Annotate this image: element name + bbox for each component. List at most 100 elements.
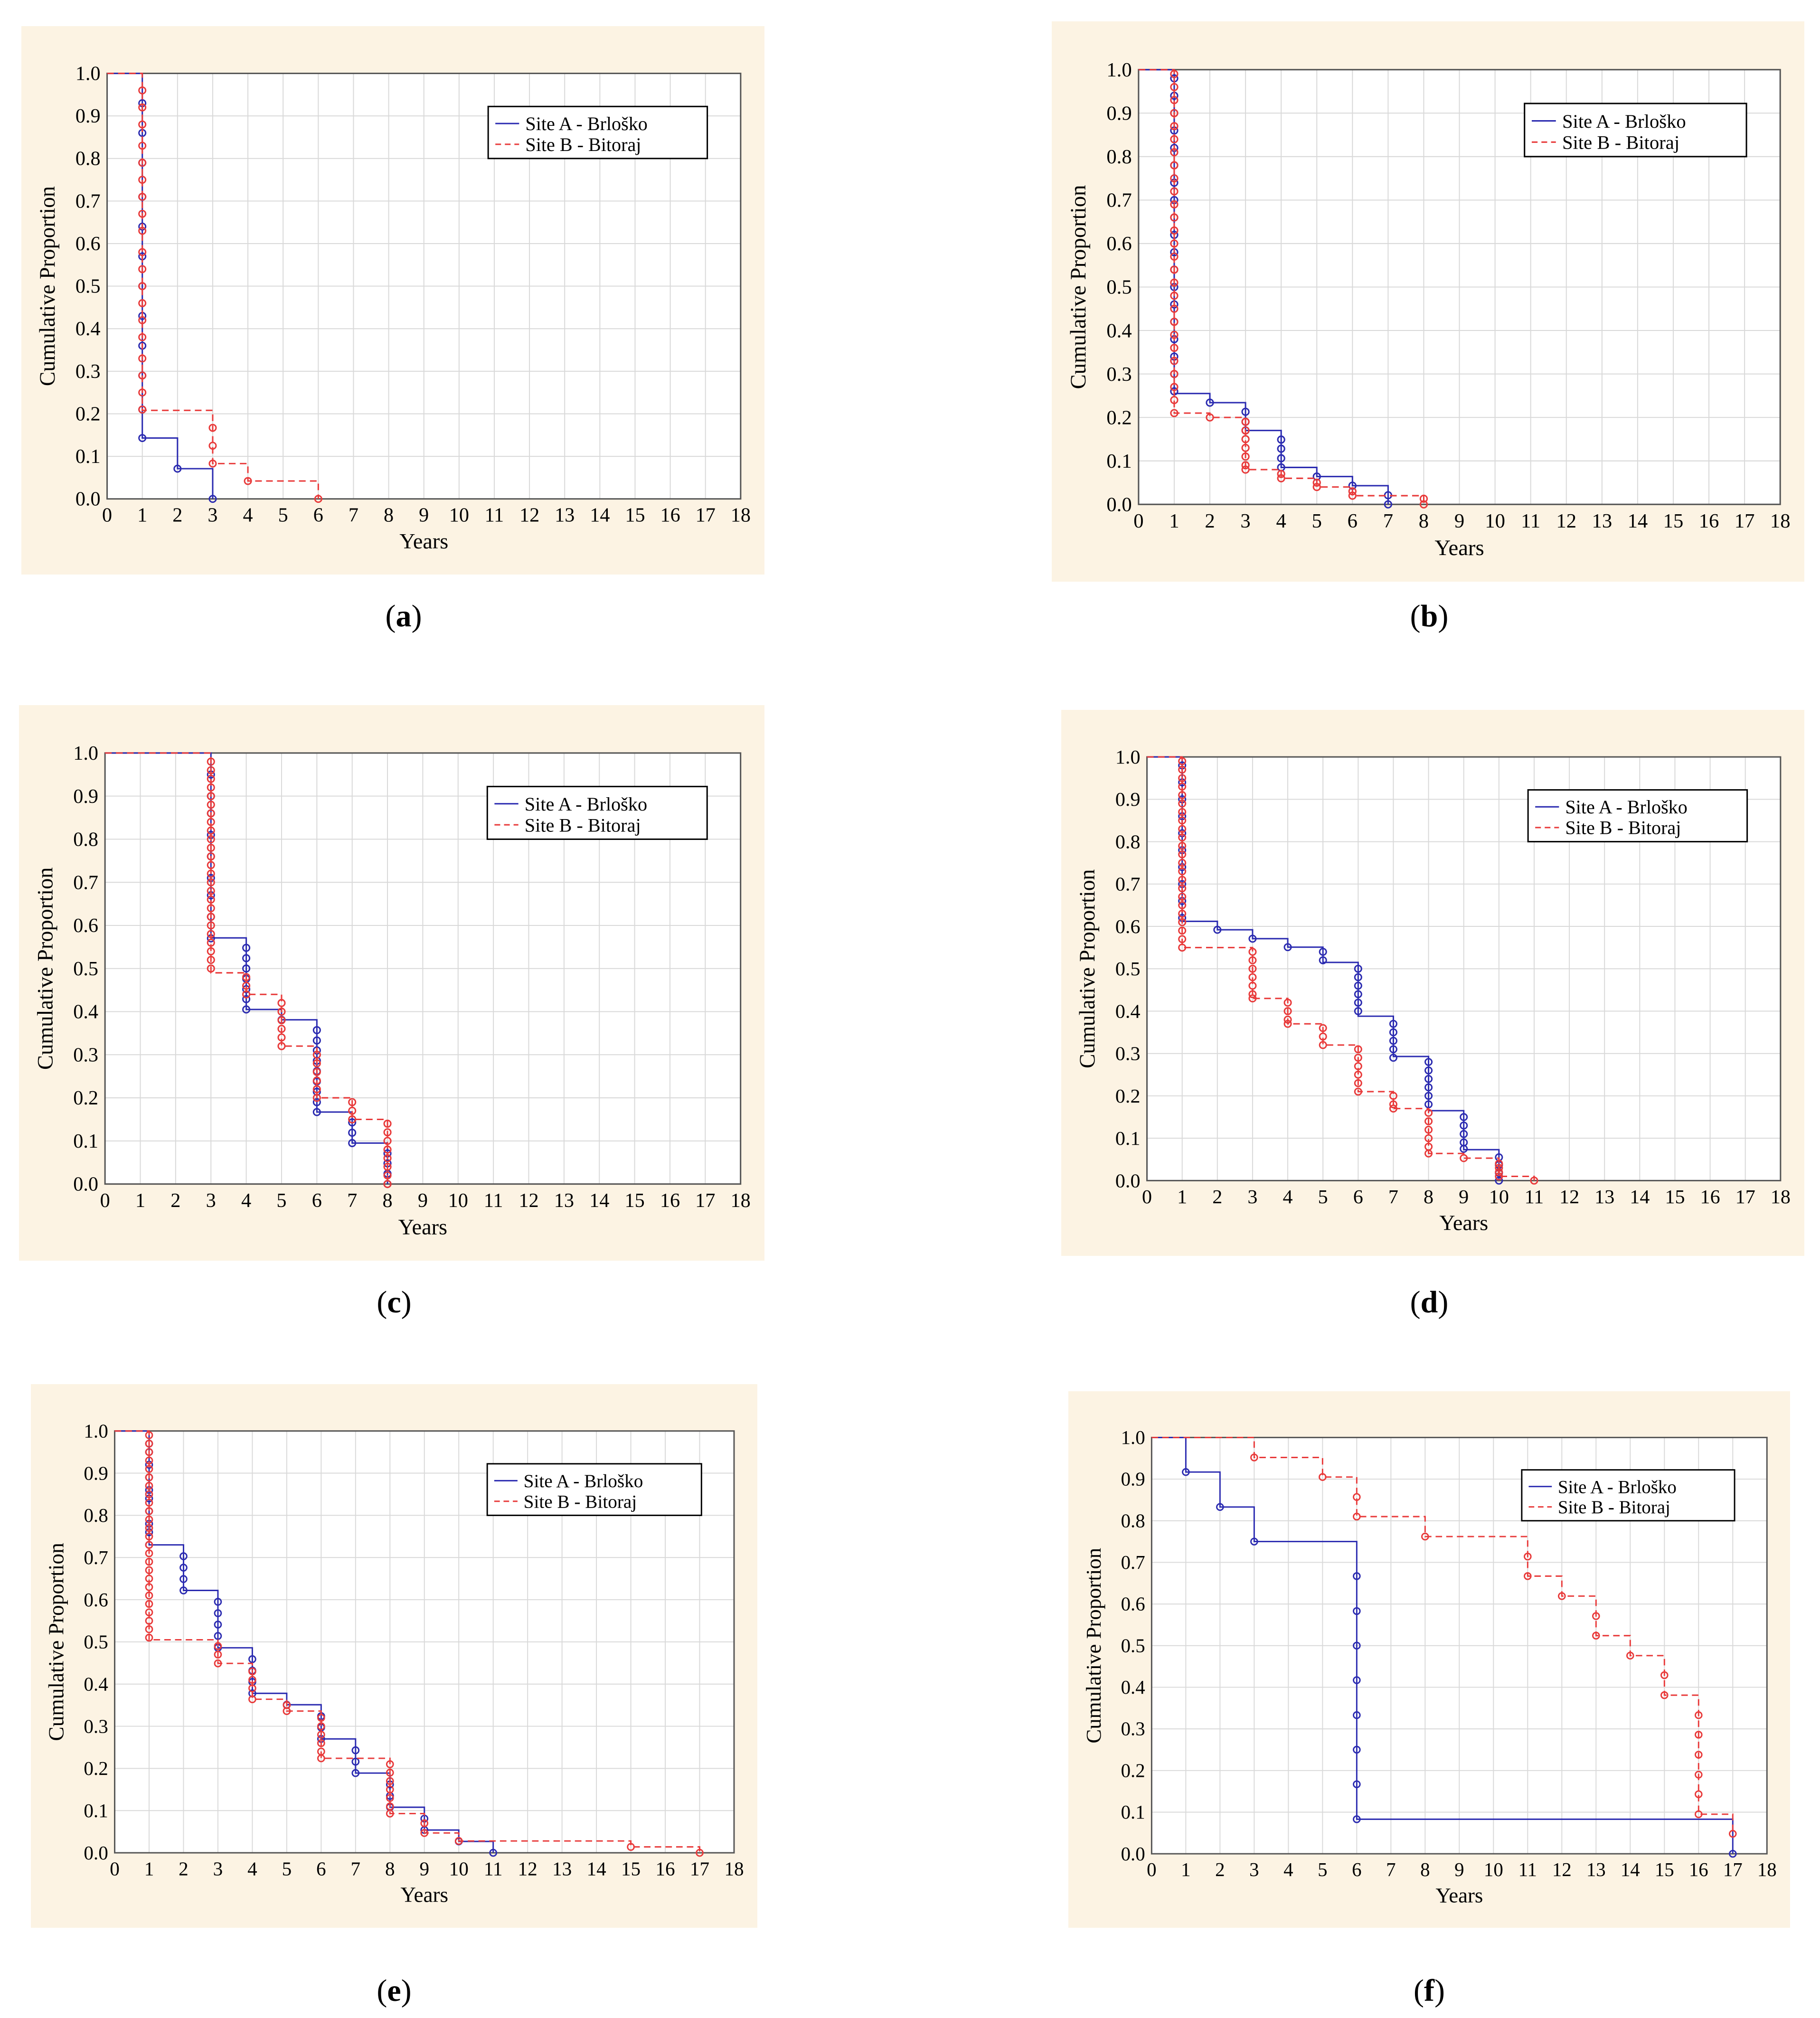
x-tick-label: 3 <box>1240 510 1250 532</box>
x-tick-label: 15 <box>1663 510 1684 532</box>
y-tick-label: 0.3 <box>1121 1718 1145 1740</box>
x-tick-label: 4 <box>243 505 253 527</box>
data-point-site-b <box>1170 396 1179 405</box>
x-tick-label: 16 <box>1689 1859 1708 1880</box>
y-tick-label: 0.5 <box>1106 276 1132 299</box>
data-point-site-a <box>1389 1028 1397 1037</box>
data-point-site-b <box>214 1659 222 1668</box>
data-point-site-b <box>138 159 147 167</box>
caption-letter: e <box>387 1973 401 2008</box>
data-point-site-b <box>277 1033 286 1042</box>
y-tick-label: 0.1 <box>1121 1801 1145 1823</box>
data-point-site-b <box>312 1059 321 1068</box>
data-point-site-b <box>1353 1512 1361 1521</box>
x-tick-label: 2 <box>170 1189 180 1212</box>
data-point-site-b <box>145 1524 153 1532</box>
data-point-site-b <box>386 1794 394 1802</box>
data-point-site-b <box>1424 1109 1433 1117</box>
y-tick-label: 0.2 <box>73 1087 98 1109</box>
data-point-site-b <box>1178 783 1187 791</box>
data-point-site-b <box>138 354 147 363</box>
data-point-site-b <box>138 265 147 273</box>
data-point-site-b <box>1419 494 1428 503</box>
plot-border <box>1146 756 1782 1181</box>
y-tick-label: 0.1 <box>84 1800 108 1821</box>
x-tick-label: 12 <box>519 505 539 527</box>
x-axis-label: Years <box>400 1883 448 1907</box>
x-axis-label: Years <box>399 529 448 553</box>
x-tick-label: 9 <box>418 1189 428 1212</box>
caption-paren: ) <box>401 1973 412 2008</box>
y-tick-label: 1.0 <box>1121 1427 1145 1448</box>
data-point-site-b <box>145 1591 153 1600</box>
data-point-site-b <box>207 869 215 878</box>
data-point-site-b <box>1460 1154 1468 1162</box>
data-point-site-b <box>1178 901 1187 909</box>
x-tick-label: 1 <box>1169 510 1179 532</box>
data-point-site-b <box>1241 417 1250 426</box>
y-tick-label: 0.4 <box>1115 1001 1141 1023</box>
legend-label: Site B - Bitoraj <box>525 134 641 155</box>
y-tick-label: 1.0 <box>1106 59 1132 81</box>
data-point-site-a <box>1216 1503 1224 1511</box>
y-tick-label: 0.4 <box>73 1001 98 1023</box>
data-point-site-b <box>138 141 147 150</box>
x-tick-label: 14 <box>1630 1186 1650 1208</box>
data-point-site-b <box>1178 850 1187 858</box>
data-point-site-b <box>1178 867 1187 876</box>
data-point-site-b <box>138 176 147 184</box>
data-point-site-a <box>1424 1092 1433 1100</box>
data-point-site-a <box>351 1746 360 1754</box>
y-tick-label: 0.6 <box>1106 233 1132 255</box>
data-point-site-b <box>1170 304 1179 313</box>
x-tick-label: 15 <box>624 1189 644 1212</box>
data-point-site-b <box>1170 318 1179 326</box>
data-point-site-b <box>145 1515 153 1524</box>
x-tick-label: 2 <box>1215 1859 1225 1880</box>
data-point-site-b <box>1248 981 1257 990</box>
data-point-site-b <box>1695 1731 1703 1739</box>
x-tick-label: 14 <box>590 505 610 527</box>
x-tick-label: 8 <box>1419 510 1429 532</box>
data-point-site-b <box>312 1085 321 1094</box>
x-tick-label: 6 <box>1352 1859 1361 1880</box>
data-point-site-b <box>1170 330 1179 339</box>
legend-label: Site B - Bitoraj <box>1562 132 1679 153</box>
data-point-site-b <box>383 1119 392 1128</box>
data-point-site-b <box>207 930 215 938</box>
series-line-site-b <box>1151 1436 1734 1834</box>
data-point-site-b <box>1178 909 1187 918</box>
data-point-site-b <box>1170 226 1179 235</box>
x-tick-label: 8 <box>1424 1186 1433 1208</box>
data-point-site-b <box>145 1583 153 1591</box>
y-tick-label: 0.6 <box>84 1589 108 1611</box>
x-tick-label: 8 <box>385 1858 395 1879</box>
data-point-site-a <box>1424 1075 1433 1083</box>
data-point-site-b <box>312 1050 321 1059</box>
data-point-site-b <box>1695 1771 1703 1779</box>
x-tick-label: 14 <box>1621 1859 1640 1880</box>
x-tick-label: 16 <box>1700 1186 1720 1208</box>
caption-letter: b <box>1420 599 1438 633</box>
caption-paren: ) <box>1438 1285 1449 1320</box>
x-tick-label: 15 <box>625 505 645 527</box>
x-tick-label: 10 <box>449 505 469 527</box>
data-point-site-b <box>138 248 147 256</box>
data-point-site-b <box>1248 973 1257 981</box>
data-point-site-b <box>627 1843 635 1851</box>
y-tick-label: 0.5 <box>1121 1635 1145 1656</box>
y-tick-label: 0.8 <box>1115 831 1141 853</box>
legend-box <box>486 785 708 840</box>
data-point-site-b <box>1241 452 1250 461</box>
y-axis-label: Cumulative Proportion <box>1066 185 1091 389</box>
x-tick-label: 0 <box>102 505 112 527</box>
y-axis-label: Cumulative Proportion <box>1075 869 1099 1068</box>
data-point-site-b <box>1592 1631 1600 1640</box>
y-tick-label: 0.4 <box>1106 320 1132 342</box>
x-tick-label: 3 <box>207 505 217 527</box>
legend-label: Site A - Brloško <box>524 1471 643 1491</box>
data-point-site-a <box>1277 454 1285 462</box>
y-tick-label: 0.0 <box>1106 493 1132 516</box>
